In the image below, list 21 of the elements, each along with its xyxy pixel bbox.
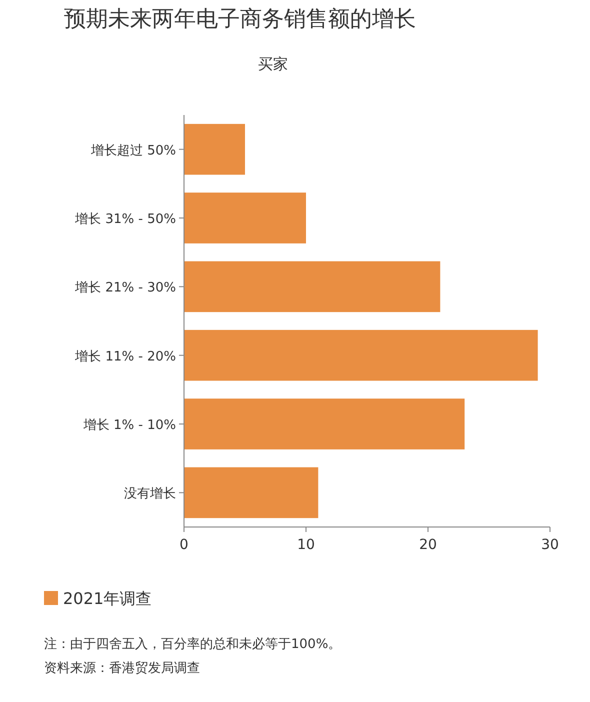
y-tick-label: 增长 21% - 30%: [74, 280, 176, 296]
y-tick-label: 增长 11% - 20%: [74, 349, 176, 364]
bar: [184, 192, 306, 244]
legend-label: 2021年调查: [63, 589, 152, 608]
text: 注：由于四舍五入，百分率的总和未必等于100%。: [44, 636, 342, 652]
text: 资料来源：香港贸发局调查: [44, 661, 200, 676]
x-tick-label: 10: [297, 537, 315, 553]
y-tick-label: 没有增长: [124, 486, 176, 502]
x-tick-label: 20: [419, 537, 437, 553]
x-tick-label: 0: [180, 537, 188, 553]
bar: [184, 398, 465, 450]
y-tick-label: 增长 31% - 50%: [74, 212, 176, 227]
bar: [184, 467, 318, 518]
bar: [184, 124, 245, 175]
chart-subtitle: 买家: [258, 55, 288, 73]
y-tick-label: 增长超过 50%: [90, 143, 176, 158]
x-tick-label: 30: [541, 537, 559, 553]
chart-title: 预期未来两年电子商务销售额的增长: [64, 7, 416, 32]
bar: [184, 261, 440, 312]
y-tick-label: 增长 1% - 10%: [82, 418, 176, 433]
bar: [184, 330, 538, 381]
